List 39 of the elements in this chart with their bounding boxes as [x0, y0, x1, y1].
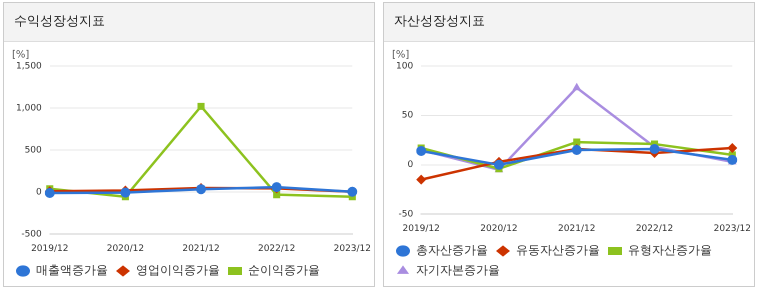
- point: [573, 138, 580, 146]
- point: [572, 82, 582, 90]
- legend-label: 총자산증가율: [416, 243, 488, 258]
- legend-label: 유형자산증가율: [628, 243, 712, 258]
- chart-title: 수익성장성지표: [4, 3, 374, 42]
- y-tick-label: 50: [402, 110, 414, 121]
- x-tick-label: 2021/12: [182, 244, 220, 254]
- y-axis-title: [%]: [12, 50, 30, 61]
- point: [416, 174, 426, 185]
- point: [120, 188, 130, 198]
- x-tick-label: 2020/12: [106, 244, 144, 254]
- legend-label: 영업이익증가율: [136, 263, 220, 278]
- x-tick-label: 2022/12: [636, 224, 674, 234]
- legend-label: 매출액증가율: [36, 263, 108, 278]
- point: [650, 144, 660, 154]
- y-tick-label: 100: [396, 61, 414, 72]
- point: [416, 146, 426, 156]
- x-tick-label: 2023/12: [714, 224, 751, 234]
- y-tick-label: 0: [36, 187, 42, 198]
- y-tick-label: 1,500: [16, 61, 42, 72]
- y-axis-title: [%]: [392, 50, 410, 61]
- point: [494, 160, 504, 170]
- y-tick-label: 500: [24, 145, 42, 156]
- chart-title: 자산성장성지표: [384, 3, 754, 42]
- legend-label: 순이익증가율: [248, 263, 320, 278]
- point: [198, 102, 205, 110]
- y-tick-label: -50: [398, 210, 414, 220]
- y-tick-label: -500: [21, 230, 42, 240]
- legend-label: 자기자본증가율: [416, 263, 500, 278]
- x-tick-label: 2023/12: [334, 244, 371, 254]
- x-tick-label: 2019/12: [31, 244, 68, 254]
- x-tick-label: 2021/12: [558, 224, 596, 234]
- x-tick-label: 2019/12: [402, 224, 440, 234]
- x-tick-label: 2020/12: [480, 224, 518, 234]
- point: [727, 143, 738, 154]
- x-tick-label: 2022/12: [258, 244, 296, 254]
- y-tick-label: 0: [407, 160, 414, 170]
- y-tick-label: 1,000: [16, 103, 42, 114]
- legend-label: 유동자산증가율: [516, 243, 600, 258]
